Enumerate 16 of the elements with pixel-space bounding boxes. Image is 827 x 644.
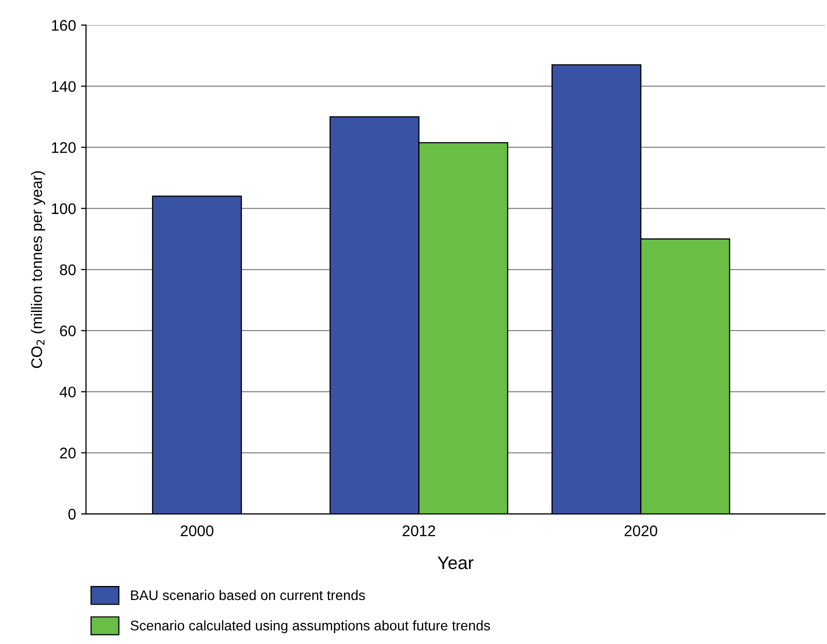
y-tick-label: 120 — [52, 142, 76, 153]
y-tick-label: 20 — [60, 448, 76, 458]
y-tick-label: 0 — [68, 508, 76, 520]
y-tick-label: 160 — [52, 20, 76, 31]
y-tick-label: 100 — [52, 203, 76, 214]
y-tick-label: 40 — [60, 386, 76, 398]
x-tick-label: 2012 — [402, 525, 436, 536]
x-tick-label: 2000 — [180, 525, 214, 536]
legend-label: Scenario calculated using assumptions about future trends — [130, 620, 490, 634]
legend-label: BAU scenario based on current trends — [131, 590, 365, 600]
x-tick-label: 2020 — [624, 525, 658, 536]
y-tick-label: 140 — [52, 81, 76, 92]
y-axis-title: CO$_{2}$ (million tonnes per year) — [30, 171, 46, 368]
y-tick-label: 60 — [60, 325, 76, 336]
x-axis-title: Year — [438, 556, 474, 570]
y-tick-label: 80 — [60, 264, 76, 276]
